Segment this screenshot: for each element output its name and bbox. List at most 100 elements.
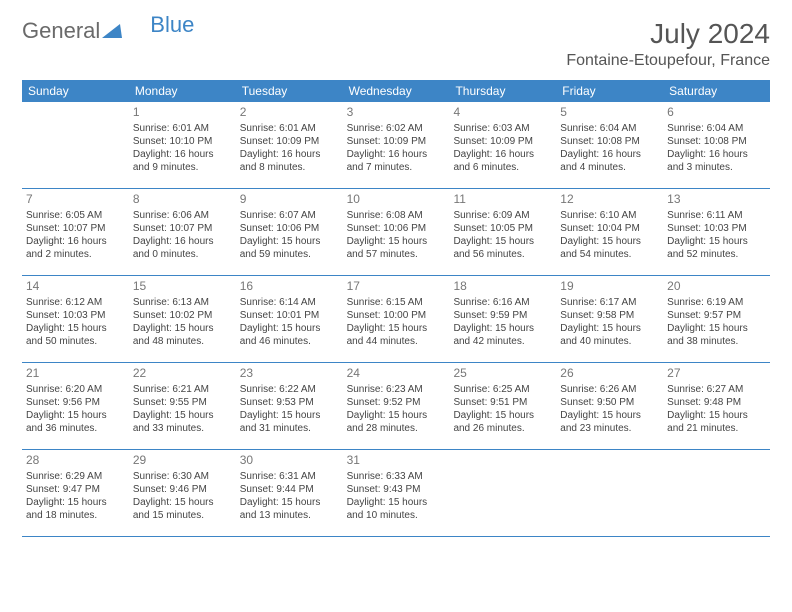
sunrise-text: Sunrise: 6:14 AM — [240, 296, 339, 309]
daylight1-text: Daylight: 16 hours — [667, 148, 766, 161]
sunrise-text: Sunrise: 6:01 AM — [240, 122, 339, 135]
sunrise-text: Sunrise: 6:21 AM — [133, 383, 232, 396]
day-cell: 25Sunrise: 6:25 AMSunset: 9:51 PMDayligh… — [449, 363, 556, 449]
day-number: 16 — [240, 279, 339, 295]
daylight2-text: and 21 minutes. — [667, 422, 766, 435]
sunrise-text: Sunrise: 6:17 AM — [560, 296, 659, 309]
sunset-text: Sunset: 9:48 PM — [667, 396, 766, 409]
daylight2-text: and 38 minutes. — [667, 335, 766, 348]
daylight2-text: and 33 minutes. — [133, 422, 232, 435]
day-number: 6 — [667, 105, 766, 121]
day-header: Wednesday — [343, 80, 450, 102]
daylight2-text: and 36 minutes. — [26, 422, 125, 435]
daylight2-text: and 18 minutes. — [26, 509, 125, 522]
day-number: 26 — [560, 366, 659, 382]
daylight1-text: Daylight: 15 hours — [133, 496, 232, 509]
daylight2-text: and 23 minutes. — [560, 422, 659, 435]
daylight1-text: Daylight: 15 hours — [453, 235, 552, 248]
daylight2-text: and 6 minutes. — [453, 161, 552, 174]
sunrise-text: Sunrise: 6:25 AM — [453, 383, 552, 396]
daylight1-text: Daylight: 15 hours — [26, 322, 125, 335]
day-header: Tuesday — [236, 80, 343, 102]
daylight2-text: and 56 minutes. — [453, 248, 552, 261]
day-number: 7 — [26, 192, 125, 208]
sunset-text: Sunset: 9:53 PM — [240, 396, 339, 409]
day-number: 11 — [453, 192, 552, 208]
week-row: 7Sunrise: 6:05 AMSunset: 10:07 PMDayligh… — [22, 189, 770, 276]
sunrise-text: Sunrise: 6:09 AM — [453, 209, 552, 222]
daylight2-text: and 7 minutes. — [347, 161, 446, 174]
daylight1-text: Daylight: 15 hours — [133, 322, 232, 335]
daylight1-text: Daylight: 16 hours — [240, 148, 339, 161]
day-cell: 19Sunrise: 6:17 AMSunset: 9:58 PMDayligh… — [556, 276, 663, 362]
sunrise-text: Sunrise: 6:10 AM — [560, 209, 659, 222]
day-number: 3 — [347, 105, 446, 121]
sunrise-text: Sunrise: 6:04 AM — [560, 122, 659, 135]
sunset-text: Sunset: 9:58 PM — [560, 309, 659, 322]
daylight1-text: Daylight: 15 hours — [347, 235, 446, 248]
daylight1-text: Daylight: 15 hours — [560, 235, 659, 248]
day-cell: 3Sunrise: 6:02 AMSunset: 10:09 PMDayligh… — [343, 102, 450, 188]
day-cell: 1Sunrise: 6:01 AMSunset: 10:10 PMDayligh… — [129, 102, 236, 188]
sunrise-text: Sunrise: 6:19 AM — [667, 296, 766, 309]
daylight2-text: and 10 minutes. — [347, 509, 446, 522]
day-header-row: SundayMondayTuesdayWednesdayThursdayFrid… — [22, 80, 770, 102]
day-number: 18 — [453, 279, 552, 295]
daylight1-text: Daylight: 15 hours — [453, 322, 552, 335]
day-number: 4 — [453, 105, 552, 121]
week-row: 28Sunrise: 6:29 AMSunset: 9:47 PMDayligh… — [22, 450, 770, 537]
week-row: 1Sunrise: 6:01 AMSunset: 10:10 PMDayligh… — [22, 102, 770, 189]
day-cell: 28Sunrise: 6:29 AMSunset: 9:47 PMDayligh… — [22, 450, 129, 536]
daylight1-text: Daylight: 15 hours — [26, 409, 125, 422]
location-label: Fontaine-Etoupefour, France — [566, 52, 770, 70]
daylight1-text: Daylight: 15 hours — [453, 409, 552, 422]
day-cell — [449, 450, 556, 536]
day-number: 5 — [560, 105, 659, 121]
sunset-text: Sunset: 10:08 PM — [667, 135, 766, 148]
calendar: SundayMondayTuesdayWednesdayThursdayFrid… — [22, 80, 770, 537]
daylight2-text: and 54 minutes. — [560, 248, 659, 261]
sunset-text: Sunset: 10:06 PM — [347, 222, 446, 235]
week-row: 21Sunrise: 6:20 AMSunset: 9:56 PMDayligh… — [22, 363, 770, 450]
title-block: July 2024 Fontaine-Etoupefour, France — [566, 18, 770, 70]
sunset-text: Sunset: 10:00 PM — [347, 309, 446, 322]
sunrise-text: Sunrise: 6:01 AM — [133, 122, 232, 135]
sunset-text: Sunset: 10:09 PM — [240, 135, 339, 148]
day-cell: 17Sunrise: 6:15 AMSunset: 10:00 PMDaylig… — [343, 276, 450, 362]
day-number: 25 — [453, 366, 552, 382]
sunset-text: Sunset: 9:57 PM — [667, 309, 766, 322]
daylight1-text: Daylight: 16 hours — [560, 148, 659, 161]
sunset-text: Sunset: 9:46 PM — [133, 483, 232, 496]
day-cell: 26Sunrise: 6:26 AMSunset: 9:50 PMDayligh… — [556, 363, 663, 449]
weeks-container: 1Sunrise: 6:01 AMSunset: 10:10 PMDayligh… — [22, 102, 770, 537]
sunrise-text: Sunrise: 6:02 AM — [347, 122, 446, 135]
day-cell: 30Sunrise: 6:31 AMSunset: 9:44 PMDayligh… — [236, 450, 343, 536]
sunset-text: Sunset: 10:05 PM — [453, 222, 552, 235]
daylight2-text: and 3 minutes. — [667, 161, 766, 174]
sunset-text: Sunset: 9:44 PM — [240, 483, 339, 496]
daylight2-text: and 0 minutes. — [133, 248, 232, 261]
sunset-text: Sunset: 9:47 PM — [26, 483, 125, 496]
daylight1-text: Daylight: 15 hours — [240, 409, 339, 422]
sunrise-text: Sunrise: 6:20 AM — [26, 383, 125, 396]
logo-text-general: General — [22, 18, 100, 44]
sunrise-text: Sunrise: 6:11 AM — [667, 209, 766, 222]
daylight1-text: Daylight: 15 hours — [560, 409, 659, 422]
day-cell: 27Sunrise: 6:27 AMSunset: 9:48 PMDayligh… — [663, 363, 770, 449]
daylight1-text: Daylight: 16 hours — [26, 235, 125, 248]
daylight2-text: and 15 minutes. — [133, 509, 232, 522]
sunset-text: Sunset: 9:52 PM — [347, 396, 446, 409]
day-cell: 23Sunrise: 6:22 AMSunset: 9:53 PMDayligh… — [236, 363, 343, 449]
day-cell: 6Sunrise: 6:04 AMSunset: 10:08 PMDayligh… — [663, 102, 770, 188]
daylight1-text: Daylight: 15 hours — [347, 409, 446, 422]
daylight2-text: and 42 minutes. — [453, 335, 552, 348]
daylight2-text: and 59 minutes. — [240, 248, 339, 261]
sunrise-text: Sunrise: 6:03 AM — [453, 122, 552, 135]
day-cell: 5Sunrise: 6:04 AMSunset: 10:08 PMDayligh… — [556, 102, 663, 188]
daylight1-text: Daylight: 16 hours — [133, 235, 232, 248]
day-header: Sunday — [22, 80, 129, 102]
logo-triangle-icon — [102, 18, 122, 44]
day-header: Monday — [129, 80, 236, 102]
day-cell: 14Sunrise: 6:12 AMSunset: 10:03 PMDaylig… — [22, 276, 129, 362]
sunrise-text: Sunrise: 6:13 AM — [133, 296, 232, 309]
